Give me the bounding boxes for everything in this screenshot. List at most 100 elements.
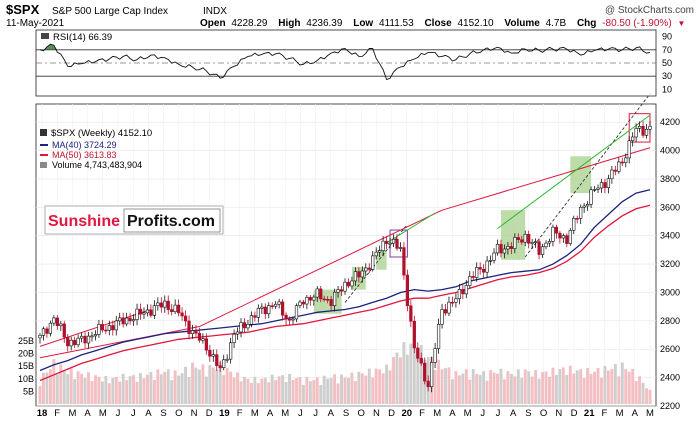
price-bar-body	[291, 318, 295, 321]
volume-bar	[288, 373, 292, 404]
volume-tick-label: 20B	[18, 349, 34, 359]
volume-bar	[589, 373, 593, 404]
volume-bar	[128, 376, 132, 404]
price-bar-body	[409, 305, 413, 322]
price-bar-body	[41, 328, 46, 336]
price-bar-body	[104, 329, 108, 332]
volume-bar	[388, 370, 392, 404]
price-bar-body	[631, 136, 635, 142]
low-label: Low	[353, 18, 373, 29]
price-bar-body	[582, 205, 586, 208]
volume-bar	[378, 369, 382, 404]
volume-bar	[90, 381, 94, 404]
volume-bar	[502, 379, 506, 404]
volume-bar	[478, 374, 482, 404]
price-bar-body	[423, 362, 427, 382]
volume-bar	[107, 383, 111, 404]
x-tick-label: M	[281, 408, 289, 419]
trend-line-dashed	[344, 224, 408, 303]
price-bar-body	[180, 312, 184, 317]
volume-bar	[208, 365, 212, 404]
price-bar-body	[197, 332, 202, 341]
price-bar-body	[419, 357, 423, 364]
volume-bar	[97, 376, 101, 404]
price-bar-body	[568, 230, 572, 244]
trend-line-red	[441, 147, 651, 211]
x-tick-label: J	[298, 408, 303, 419]
price-bar-body	[613, 169, 617, 172]
x-tick-label: J	[480, 408, 485, 419]
price-bar-body	[416, 347, 420, 359]
price-bar-body	[384, 240, 389, 244]
chart-date: 11-May-2021	[6, 18, 65, 29]
price-bar-body	[544, 242, 548, 248]
price-bar-body	[204, 338, 208, 351]
volume-bar	[447, 367, 451, 404]
volume-tick-label: 15B	[18, 361, 34, 371]
x-tick-label: D	[206, 408, 213, 419]
volume-bar	[73, 379, 77, 404]
x-tick-label: N	[191, 408, 198, 419]
price-bar-body	[506, 246, 510, 250]
volume-bar	[66, 373, 70, 404]
x-tick-label: D	[388, 408, 395, 419]
volume-bar	[579, 369, 583, 404]
volume-bar	[347, 377, 350, 404]
price-bar-body	[38, 335, 42, 339]
price-bar-body	[433, 348, 437, 363]
volume-bar	[440, 369, 444, 404]
x-tick-label: A	[510, 408, 517, 419]
volume-bar	[159, 374, 163, 404]
ma50-line	[39, 204, 651, 382]
price-y-axis: 2200 2400 2600 2800 3000 3200 3400 3600 3800 4000…	[660, 117, 680, 411]
volume-bar	[243, 376, 246, 404]
volume-bar	[263, 377, 267, 404]
price-bar-body	[499, 244, 503, 254]
price-bar-body	[194, 330, 198, 334]
price-bar-body	[412, 320, 416, 349]
volume-bar	[201, 364, 205, 404]
chg-down-arrow-icon: ▼	[677, 19, 685, 28]
volume-bar	[617, 376, 621, 404]
trend-line-red	[39, 326, 200, 359]
price-bar-body	[575, 218, 579, 220]
volume-bar	[69, 368, 73, 404]
price-legend-swatch	[40, 129, 47, 136]
ohlc-stats: Open 4228.29 High 4236.39 Low 4111.53 Cl…	[200, 18, 685, 29]
price-bar-body	[461, 289, 465, 295]
price-bar-body	[267, 305, 271, 315]
price-bar-body	[367, 267, 371, 270]
volume-bar	[253, 376, 257, 404]
price-bar-body	[509, 246, 513, 249]
volume-bar	[249, 382, 253, 404]
volume-bar	[482, 371, 486, 404]
price-bar-body	[100, 324, 105, 331]
volume-value: 4.7B	[546, 18, 567, 29]
price-bar-body	[353, 271, 358, 282]
trend-line-green	[497, 114, 651, 230]
price-bar-body	[274, 303, 278, 307]
price-bar-body	[540, 246, 545, 255]
volume-bar	[121, 373, 125, 404]
x-tick-label: F	[237, 408, 243, 419]
price-bar-body	[183, 315, 188, 322]
price-bar-body	[149, 309, 153, 316]
volume-bar	[145, 374, 149, 404]
volume-bar	[381, 373, 385, 404]
volume-bar	[648, 389, 652, 404]
rsi-legend-label: RSI(14) 66.39	[53, 32, 112, 43]
volume-bar	[298, 376, 302, 404]
price-bar-body	[235, 331, 240, 335]
price-bar-body	[606, 178, 611, 189]
volume-bar	[111, 377, 115, 404]
price-bar-body	[464, 285, 468, 295]
price-bar-body	[637, 125, 642, 129]
volume-bar	[575, 370, 579, 404]
price-bar-body	[93, 334, 98, 337]
x-tick-label: J	[116, 408, 121, 419]
x-tick-label: M	[616, 408, 624, 419]
volume-bar	[371, 377, 375, 404]
x-tick-label: 20	[402, 408, 413, 419]
volume-bar	[638, 376, 642, 404]
close-label: Close	[424, 18, 452, 29]
